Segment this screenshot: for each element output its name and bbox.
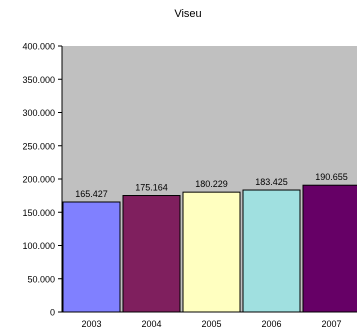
y-axis: 0 50.000 100.000 150.000 200.000 250.000 300.0… <box>22 42 63 318</box>
x-tick-label: 2005 <box>201 319 221 329</box>
bar-value-label: 175.164 <box>135 183 168 193</box>
y-tick-label: 250.000 <box>22 141 55 151</box>
y-tick-label: 200.000 <box>22 175 55 185</box>
y-tick-label: 300.000 <box>22 108 55 118</box>
bars-group <box>62 184 357 313</box>
x-tick-label: 2003 <box>81 319 101 329</box>
bar-2006 <box>242 189 301 313</box>
y-tick-label: 400.000 <box>22 42 55 52</box>
bar-value-label: 180.229 <box>195 179 228 189</box>
bar-2004 <box>122 195 181 313</box>
y-tick-label: 150.000 <box>22 208 55 218</box>
bar-value-label: 165.427 <box>75 189 108 199</box>
bar-2003 <box>62 201 121 313</box>
bar-labels-group: 165.427 175.164 180.229 183.425 190.655 <box>75 172 348 199</box>
x-axis: 2003 2004 2005 2006 2007 <box>62 311 357 329</box>
x-tick-label: 2004 <box>141 319 161 329</box>
bar-2005 <box>182 191 241 313</box>
y-tick-label: 50.000 <box>27 274 55 284</box>
y-tick-label: 350.000 <box>22 75 55 85</box>
y-tick-label: 100.000 <box>22 241 55 251</box>
x-tick-label: 2006 <box>261 319 281 329</box>
y-tick-label: 0 <box>50 308 55 318</box>
x-tick-label: 2007 <box>321 319 341 329</box>
bar-2007 <box>302 184 357 313</box>
bar-value-label: 183.425 <box>255 177 288 187</box>
bar-value-label: 190.655 <box>315 172 348 182</box>
chart-title: Viseu <box>174 8 201 20</box>
